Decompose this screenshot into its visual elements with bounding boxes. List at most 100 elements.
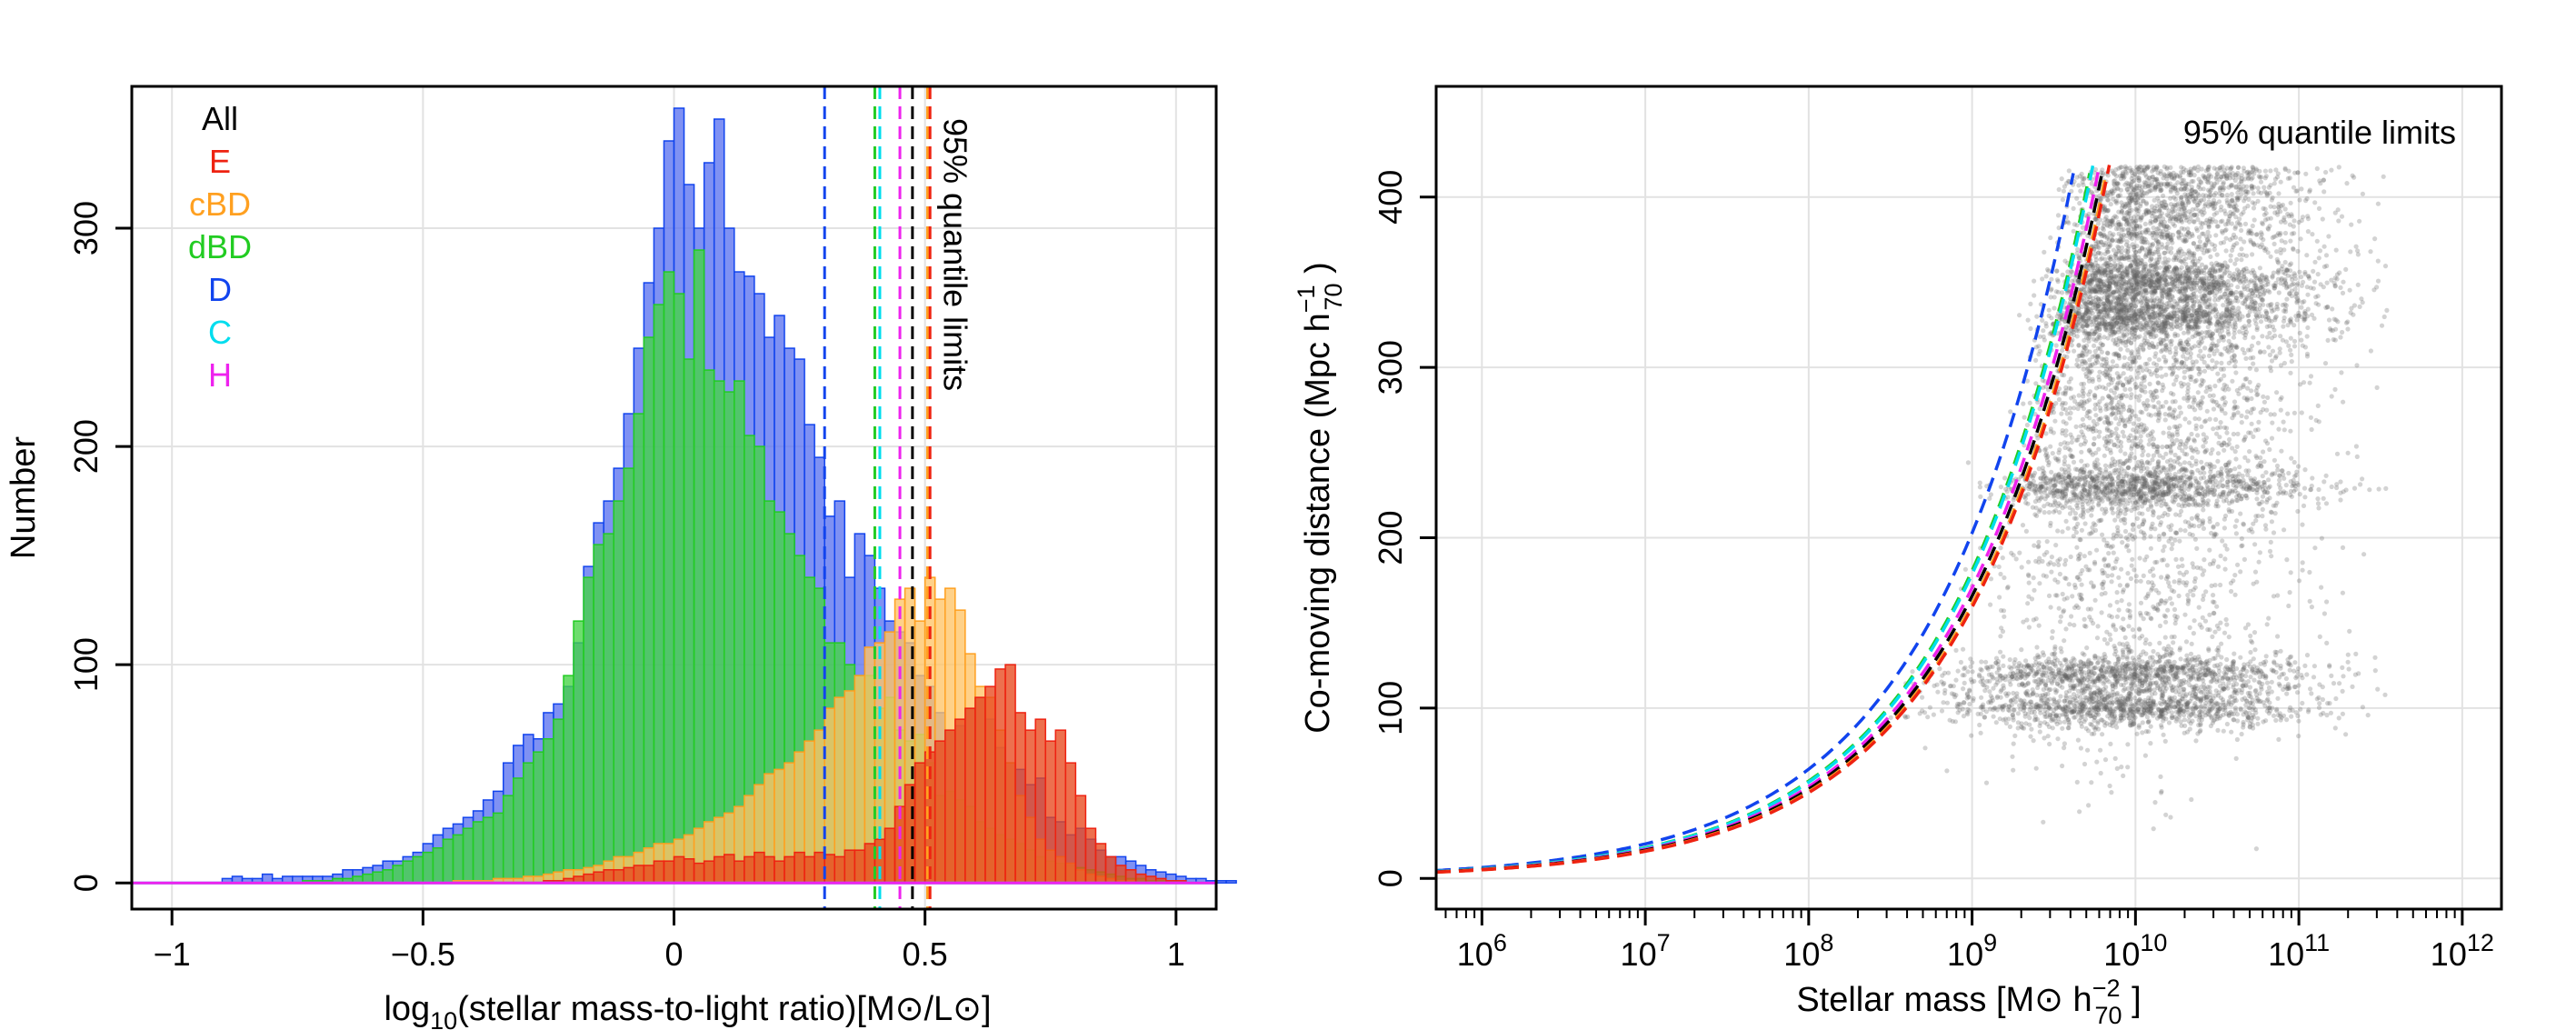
scatter-point — [2016, 661, 2022, 666]
histogram-bar — [402, 860, 414, 884]
scatter-point — [2044, 539, 2050, 545]
scatter-point — [2290, 483, 2295, 489]
scatter-point — [2262, 168, 2268, 174]
histogram-bar — [442, 838, 454, 884]
scatter-point — [2147, 710, 2152, 715]
scatter-point — [2218, 553, 2223, 559]
scatter-point — [1958, 659, 1963, 665]
scatter-point — [2095, 624, 2101, 629]
scatter-point — [2110, 686, 2115, 692]
scatter-point — [2035, 685, 2041, 691]
scatter-point — [2086, 489, 2092, 495]
scatter-point — [2234, 195, 2240, 201]
scatter-point — [2173, 512, 2179, 517]
scatter-point — [2064, 708, 2070, 715]
scatter-point — [2188, 172, 2193, 177]
scatter-point — [2072, 605, 2078, 611]
scatter-point — [2088, 685, 2093, 690]
scatter-point — [2095, 345, 2101, 351]
scatter-point — [2237, 464, 2242, 470]
scatter-point — [2234, 518, 2240, 524]
scatter-point — [2117, 463, 2122, 468]
scatter-point — [2297, 492, 2302, 497]
scatter-point — [2112, 253, 2118, 258]
scatter-point — [2168, 670, 2173, 676]
scatter-point — [2298, 236, 2303, 242]
scatter-point — [2042, 692, 2048, 697]
scatter-point — [2165, 702, 2171, 707]
scatter-point — [2357, 218, 2362, 224]
histogram-bar — [502, 795, 514, 884]
scatter-point — [2168, 664, 2174, 669]
histogram-bar — [1104, 855, 1117, 884]
scatter-point — [2309, 691, 2314, 696]
histogram-bar — [643, 865, 655, 884]
scatter-point — [2111, 699, 2116, 705]
scatter-point — [2042, 487, 2048, 493]
scatter-point — [2114, 406, 2120, 412]
scatter-point — [2206, 708, 2212, 714]
scatter-point — [1955, 701, 1961, 706]
scatter-point — [2114, 667, 2120, 673]
scatter-point — [2028, 734, 2033, 739]
scatter-point — [2182, 183, 2188, 189]
scatter-point — [2232, 320, 2238, 325]
scatter-point — [2259, 274, 2264, 279]
scatter-point — [2188, 317, 2193, 323]
scatter-point — [2072, 623, 2077, 628]
scatter-point — [2025, 672, 2031, 677]
scatter-point — [1970, 669, 1975, 675]
scatter-point — [2268, 365, 2273, 370]
scatter-point — [2127, 386, 2133, 392]
scatter-point — [2027, 400, 2032, 405]
scatter-point — [2234, 256, 2240, 263]
histogram-bar — [603, 533, 614, 884]
scatter-point — [2242, 266, 2247, 272]
scatter-point — [2139, 167, 2144, 173]
scatter-point — [2153, 262, 2159, 267]
scatter-point — [2033, 716, 2039, 723]
scatter-point — [2338, 490, 2343, 495]
scatter-point — [2048, 426, 2053, 432]
scatter-point — [2198, 660, 2203, 665]
histogram-bar — [824, 854, 835, 884]
scatter-point — [2011, 741, 2016, 746]
scatter-point — [2126, 378, 2132, 384]
scatter-point — [2201, 275, 2207, 282]
scatter-point — [2213, 175, 2219, 181]
scatter-point — [2244, 486, 2250, 493]
scatter-point — [2147, 641, 2152, 647]
scatter-point — [2120, 418, 2125, 424]
scatter-point — [2269, 679, 2274, 685]
scatter-point — [2181, 299, 2186, 305]
scatter-point — [2165, 295, 2171, 301]
scatter-point — [2258, 410, 2263, 415]
scatter-point — [2118, 478, 2123, 484]
scatter-point — [2169, 587, 2174, 594]
scatter-point — [2122, 421, 2128, 426]
scatter-point — [2309, 426, 2314, 433]
scatter-point — [2213, 416, 2219, 423]
scatter-point — [2166, 720, 2172, 725]
scatter-point — [2333, 247, 2339, 253]
scatter-point — [1917, 711, 1922, 716]
histogram-bar — [1094, 843, 1107, 884]
scatter-point — [2106, 382, 2112, 387]
scatter-point — [2159, 702, 2164, 707]
scatter-point — [2031, 478, 2036, 485]
scatter-point — [2120, 281, 2125, 286]
scatter-point — [2243, 702, 2249, 708]
scatter-point — [2109, 790, 2114, 795]
scatter-point — [2082, 300, 2088, 306]
scatter-point — [2166, 413, 2172, 418]
scatter-point — [2092, 423, 2097, 428]
scatter-point — [2245, 385, 2251, 391]
scatter-point — [2252, 185, 2257, 190]
scatter-point — [2084, 296, 2090, 302]
scatter-point — [2286, 470, 2291, 476]
scatter-point — [2123, 291, 2129, 296]
scatter-point — [2199, 197, 2204, 203]
scatter-point — [2279, 277, 2284, 283]
scatter-point — [1981, 702, 1986, 707]
scatter-point — [2061, 405, 2066, 412]
